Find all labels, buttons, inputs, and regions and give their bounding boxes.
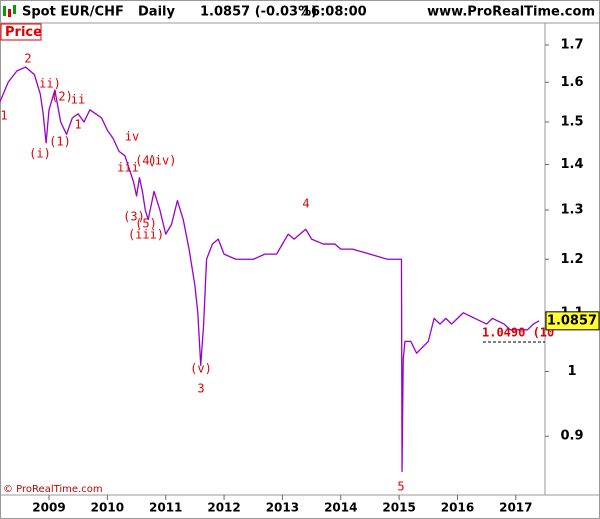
wave-label: (1): [49, 135, 71, 149]
instrument: Spot EUR/CHF: [22, 5, 124, 20]
period: Daily: [138, 5, 175, 20]
wave-label: ii: [71, 93, 85, 107]
wave-label: (2): [51, 90, 73, 104]
wave-label: 4: [302, 197, 309, 211]
wave-label: ii): [39, 77, 61, 91]
x-tick-label: 2010: [91, 501, 124, 515]
wave-label: iv: [125, 130, 139, 144]
wave-label: 2: [24, 52, 31, 66]
last-price-label: 1.0857: [547, 313, 597, 328]
wave-label: iii: [117, 161, 139, 175]
price-line: [0, 66, 540, 473]
wave-label: (4): [135, 154, 157, 168]
wave-label: (5): [135, 217, 157, 231]
wave-label: 5: [397, 480, 404, 494]
y-tick-label: 1.3: [560, 203, 583, 218]
x-tick-label: 2015: [382, 501, 415, 515]
x-tick-label: 2013: [266, 501, 299, 515]
y-tick-label: 1.5: [560, 114, 583, 129]
wave-label: (v): [190, 362, 212, 376]
last-price-box: [545, 311, 600, 331]
x-tick-label: 2014: [324, 501, 357, 515]
source: www.ProRealTime.com: [427, 5, 595, 20]
y-tick-label: 1.2: [560, 252, 583, 267]
time: 16:08:00: [302, 5, 367, 20]
quote: 1.0857 (-0.03%): [200, 5, 317, 20]
wave-label: (iii): [128, 228, 164, 242]
y-tick-label: 1.4: [560, 157, 583, 172]
y-tick-label: 1.6: [560, 75, 583, 90]
wave-label: (i): [29, 147, 51, 161]
footer: © ProRealTime.com: [3, 484, 103, 495]
wave-label: (3): [123, 210, 145, 224]
wave-label: 3: [197, 382, 204, 396]
y-tick-label: 0.9: [560, 429, 583, 444]
wave-label: 1: [0, 109, 7, 123]
panel-label: Price: [5, 25, 42, 40]
x-tick-label: 2012: [207, 501, 240, 515]
x-tick-label: 2009: [32, 501, 65, 515]
x-tick-label: 2017: [499, 501, 532, 515]
app-icon: [3, 5, 16, 17]
y-tick-label: 1.7: [560, 37, 583, 52]
y-tick-label: 1: [567, 364, 576, 379]
wave-label: 1: [74, 118, 81, 132]
x-tick-label: 2016: [441, 501, 474, 515]
level-label: 1.0490 (10: [482, 325, 554, 339]
wave-label: (iv): [148, 154, 177, 168]
panel-label-box: [0, 23, 42, 41]
x-tick-label: 2011: [149, 501, 182, 515]
